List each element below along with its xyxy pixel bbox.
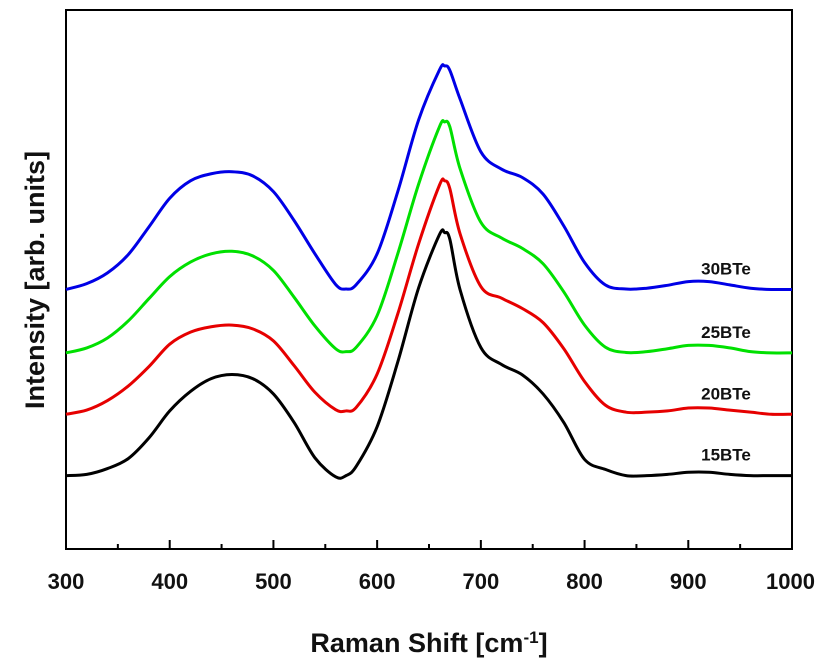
series-lines xyxy=(65,63,793,480)
x-tick-label: 600 xyxy=(359,569,396,594)
x-axis-tick-labels: 300 400 500 600 700 800 900 1000 xyxy=(48,569,815,594)
series-line-20bte xyxy=(65,177,793,416)
series-label-25bte: 25BTe xyxy=(701,323,751,342)
x-tick-label: 1000 xyxy=(766,569,815,594)
x-tick-label: 900 xyxy=(670,569,707,594)
x-tick-label: 500 xyxy=(255,569,292,594)
series-line-30bte xyxy=(65,63,793,292)
series-labels: 15BTe 20BTe 25BTe 30BTe xyxy=(701,259,751,464)
x-tick-label: 800 xyxy=(566,569,603,594)
x-tick-label: 700 xyxy=(462,569,499,594)
x-axis-title: Raman Shift [cm-1] xyxy=(310,628,547,659)
series-label-30bte: 30BTe xyxy=(701,259,751,278)
x-tick-label: 300 xyxy=(48,569,85,594)
series-label-20bte: 20BTe xyxy=(701,384,751,403)
x-axis-ticks xyxy=(65,540,793,549)
y-axis-title: Intensity [arb. units] xyxy=(20,151,50,409)
series-label-15bte: 15BTe xyxy=(701,446,751,465)
series-line-25bte xyxy=(65,119,793,355)
series-line-15bte xyxy=(65,228,792,480)
x-tick-label: 400 xyxy=(151,569,188,594)
